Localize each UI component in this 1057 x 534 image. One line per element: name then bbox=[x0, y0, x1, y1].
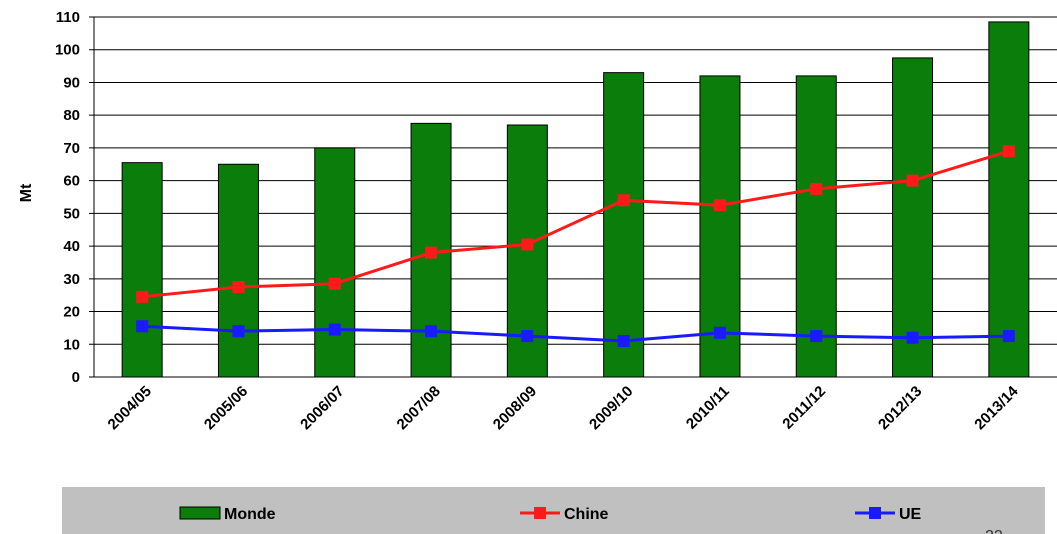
y-tick-label: 0 bbox=[72, 369, 80, 386]
point-chine bbox=[1002, 145, 1015, 158]
x-tick-label: 2008/09 bbox=[490, 383, 540, 433]
x-tick-label: 2004/05 bbox=[105, 383, 155, 433]
bar-monde bbox=[795, 75, 837, 378]
y-tick-label: 90 bbox=[63, 74, 80, 91]
y-tick-label: 100 bbox=[55, 42, 80, 59]
bar-monde bbox=[988, 21, 1030, 378]
legend-label-ue: UE bbox=[899, 506, 922, 523]
x-tick-label: 2013/14 bbox=[971, 382, 1022, 433]
x-tick-label: 2012/13 bbox=[875, 383, 925, 433]
y-tick-labels: 0 10 20 30 40 50 60 70 80 90 100 110 bbox=[55, 9, 80, 386]
point-ue bbox=[906, 331, 919, 344]
x-tick-label: 2011/12 bbox=[779, 383, 829, 433]
page-number: 22 bbox=[985, 528, 1003, 534]
point-ue bbox=[810, 330, 823, 343]
y-tick-label: 80 bbox=[63, 107, 80, 124]
point-ue bbox=[713, 326, 726, 339]
lines bbox=[136, 145, 1015, 347]
point-ue bbox=[617, 335, 630, 347]
y-tick-label: 30 bbox=[63, 271, 80, 288]
point-chine bbox=[713, 199, 726, 212]
bars-monde bbox=[121, 21, 1030, 378]
point-chine bbox=[617, 194, 630, 207]
legend-background bbox=[62, 487, 1045, 534]
x-tick-label: 2007/08 bbox=[394, 383, 444, 433]
bar-monde bbox=[603, 72, 645, 378]
point-ue bbox=[232, 325, 245, 338]
bar-monde bbox=[121, 162, 163, 378]
y-tick-label: 10 bbox=[63, 336, 80, 353]
legend-marker-ue bbox=[869, 507, 881, 519]
point-ue bbox=[136, 320, 149, 333]
point-ue bbox=[521, 330, 534, 343]
y-tick-label: 50 bbox=[63, 205, 80, 222]
bar-monde bbox=[314, 147, 356, 378]
point-ue bbox=[1002, 330, 1015, 343]
x-tick-labels: 2004/05 2005/06 2006/07 2007/08 2008/09 2009/… bbox=[105, 382, 1023, 433]
y-tick-label: 40 bbox=[63, 238, 80, 255]
point-chine bbox=[521, 238, 534, 251]
x-tick-label: 2010/11 bbox=[683, 383, 733, 433]
point-chine bbox=[232, 281, 245, 293]
legend-label-chine: Chine bbox=[564, 506, 609, 523]
y-tick-label: 60 bbox=[63, 173, 80, 190]
x-tick-label: 2009/10 bbox=[586, 383, 636, 433]
y-tick-label: 70 bbox=[63, 140, 80, 157]
point-chine bbox=[136, 290, 149, 303]
y-tick-label: 20 bbox=[63, 304, 80, 321]
point-chine bbox=[425, 246, 438, 259]
y-tick-label: 110 bbox=[56, 9, 80, 26]
x-tick-label: 2005/06 bbox=[201, 383, 251, 433]
bar-monde bbox=[892, 57, 934, 378]
line-chine bbox=[141, 149, 1010, 299]
line-ue bbox=[142, 324, 1009, 343]
legend-swatch-monde bbox=[179, 506, 221, 520]
legend: Monde Chine UE bbox=[62, 487, 1045, 534]
bar-monde bbox=[217, 163, 259, 378]
point-ue bbox=[328, 323, 341, 336]
legend-label-monde: Monde bbox=[224, 506, 276, 523]
point-chine bbox=[328, 277, 341, 290]
x-tick-label: 2006/07 bbox=[297, 383, 347, 433]
legend-marker-chine bbox=[534, 507, 546, 519]
point-ue bbox=[425, 325, 438, 338]
point-chine bbox=[810, 182, 823, 195]
point-chine bbox=[906, 174, 919, 187]
y-axis-title: Mt bbox=[18, 183, 35, 202]
